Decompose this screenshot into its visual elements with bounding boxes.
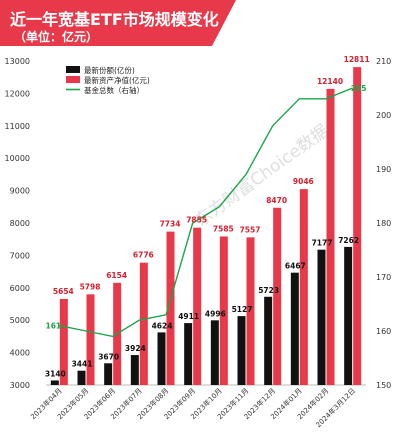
bar-share [104,363,113,385]
y-left-tick-label: 6000 [10,284,30,293]
title-banner-shape [0,0,236,46]
y-right-tick-label: 150 [376,381,391,390]
legend-swatch-nav [66,76,80,83]
bar-nav [326,88,335,385]
data-label-fund-count-first: 161 [46,322,62,331]
data-label-share: 6467 [285,262,306,271]
y-right-tick-label: 160 [376,327,391,336]
bar-share [210,320,219,385]
bar-nav [353,67,362,385]
bar-nav [193,227,202,385]
bar-share [184,323,193,385]
y-left-tick-label: 8000 [10,219,30,228]
data-label-nav: 5654 [53,287,74,296]
data-label-share: 4911 [178,312,199,321]
data-label-nav: 6154 [106,271,127,280]
data-label-nav: 8470 [266,196,287,205]
watermark: 东方财富Choice数据 [192,121,333,231]
bar-nav [273,207,282,385]
bar-share [290,272,299,385]
data-label-share: 5723 [258,286,279,295]
data-label-share: 3670 [98,352,119,361]
bar-share [264,296,273,385]
y-right-tick-label: 200 [376,111,391,120]
legend-label-share: 最新份额(亿份) [84,65,135,75]
data-label-share: 3924 [125,344,146,353]
data-label-nav: 7855 [186,216,207,225]
data-label-share: 4996 [205,309,226,318]
y-left-tick-label: 9000 [10,187,30,196]
title-banner [0,0,236,46]
y-left-tick-label: 11000 [5,122,30,131]
bar-share [237,316,246,385]
y-left-tick-label: 3000 [10,381,30,390]
data-label-share: 7262 [338,236,359,245]
legend-label-fund-count: 基金总数（右轴） [84,85,144,95]
y-left-tick-label: 7000 [10,251,30,260]
y-left-tick-label: 12000 [5,89,30,98]
y-left-tick-label: 13000 [5,57,30,66]
bar-share [317,249,326,385]
data-label-share: 3441 [72,360,93,369]
data-label-share: 7177 [312,239,333,248]
y-right-tick-label: 190 [376,165,391,174]
legend-swatch-share [66,66,80,73]
bar-nav [59,299,68,385]
bar-share [157,332,166,385]
data-label-nav: 9046 [293,177,314,186]
bar-nav [219,236,228,385]
y-left-tick-label: 4000 [10,349,30,358]
data-label-share: 5127 [232,305,253,314]
y-right-tick-label: 210 [376,57,391,66]
bar-nav [246,237,255,385]
chart-title: 近一年宽基ETF市场规模变化 [10,10,219,29]
y-left-tick-label: 5000 [10,316,30,325]
data-label-nav: 7585 [213,224,234,233]
bar-share [344,246,353,385]
data-label-nav: 7734 [160,220,181,229]
line-fund-count [59,87,353,338]
data-label-nav: 6776 [133,251,154,260]
bar-nav [139,262,148,385]
legend-label-nav: 最新资产净值(亿元) [84,75,150,85]
data-label-share: 3140 [45,369,66,378]
data-label-share: 4624 [152,321,173,330]
data-label-fund-count-last: 205 [351,84,367,93]
bar-nav [166,231,175,385]
y-right-tick-label: 180 [376,219,391,228]
bar-nav [86,294,95,385]
data-label-nav: 12811 [344,55,370,64]
data-label-nav: 5798 [80,282,101,291]
bar-nav [299,189,308,385]
bar-share [77,370,86,385]
y-right-tick-label: 170 [376,273,391,282]
bar-share [50,380,59,385]
data-label-nav: 12140 [317,77,343,86]
y-left-tick-label: 10000 [5,154,30,163]
data-label-nav: 7557 [240,225,261,234]
bar-share [130,355,139,385]
chart-subtitle: （单位：亿元） [14,30,99,44]
